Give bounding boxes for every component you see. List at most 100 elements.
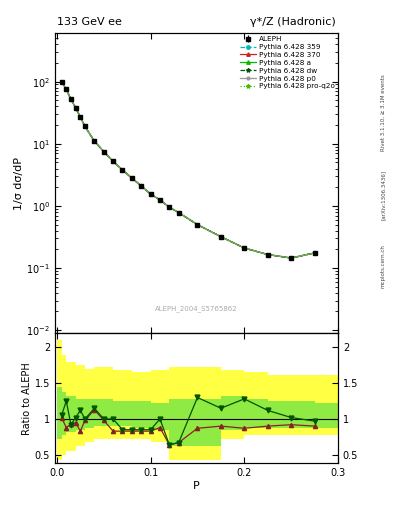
Legend: ALEPH, Pythia 6.428 359, Pythia 6.428 370, Pythia 6.428 a, Pythia 6.428 dw, Pyth: ALEPH, Pythia 6.428 359, Pythia 6.428 37… (239, 35, 336, 91)
Pythia 6.428 370 (129, 175, 134, 181)
Pythia 6.428 p0 (148, 191, 153, 197)
Pythia 6.428 359 (111, 158, 116, 164)
Pythia 6.428 pro-q2o (195, 222, 200, 228)
Pythia 6.428 p0 (289, 255, 294, 261)
Pythia 6.428 p0 (195, 222, 200, 228)
Pythia 6.428 dw (120, 167, 125, 173)
Pythia 6.428 370 (167, 204, 172, 210)
Text: γ*/Z (Hadronic): γ*/Z (Hadronic) (250, 16, 336, 27)
Pythia 6.428 pro-q2o (101, 148, 106, 155)
Pythia 6.428 pro-q2o (64, 87, 69, 93)
Pythia 6.428 359 (92, 138, 97, 144)
Pythia 6.428 370 (92, 138, 97, 144)
Pythia 6.428 dw (242, 245, 247, 251)
Pythia 6.428 370 (195, 222, 200, 228)
Pythia 6.428 pro-q2o (158, 197, 162, 203)
Pythia 6.428 dw (148, 191, 153, 197)
Pythia 6.428 dw (111, 158, 116, 164)
Pythia 6.428 370 (148, 191, 153, 197)
Pythia 6.428 dw (167, 204, 172, 210)
Pythia 6.428 370 (64, 87, 69, 93)
Pythia 6.428 370 (139, 183, 143, 189)
Pythia 6.428 359 (195, 222, 200, 228)
Pythia 6.428 370 (289, 255, 294, 261)
Pythia 6.428 a (83, 123, 87, 130)
Pythia 6.428 dw (312, 250, 317, 256)
Pythia 6.428 pro-q2o (265, 251, 270, 258)
Line: Pythia 6.428 p0: Pythia 6.428 p0 (60, 80, 316, 260)
Pythia 6.428 370 (120, 167, 125, 173)
Pythia 6.428 359 (148, 191, 153, 197)
Pythia 6.428 p0 (101, 148, 106, 155)
Pythia 6.428 370 (73, 104, 78, 111)
Pythia 6.428 p0 (78, 114, 83, 120)
Pythia 6.428 359 (289, 255, 294, 261)
Pythia 6.428 a (219, 233, 223, 240)
Pythia 6.428 pro-q2o (176, 209, 181, 216)
Pythia 6.428 359 (83, 123, 87, 130)
Pythia 6.428 dw (195, 222, 200, 228)
Pythia 6.428 pro-q2o (289, 255, 294, 261)
Pythia 6.428 dw (78, 114, 83, 120)
Pythia 6.428 a (101, 148, 106, 155)
Y-axis label: Ratio to ALEPH: Ratio to ALEPH (22, 362, 32, 435)
Pythia 6.428 p0 (59, 78, 64, 84)
Pythia 6.428 pro-q2o (111, 158, 116, 164)
Pythia 6.428 pro-q2o (219, 233, 223, 240)
Pythia 6.428 p0 (312, 250, 317, 256)
Pythia 6.428 a (73, 104, 78, 111)
Pythia 6.428 a (289, 255, 294, 261)
Pythia 6.428 dw (92, 138, 97, 144)
Pythia 6.428 p0 (120, 167, 125, 173)
Pythia 6.428 370 (265, 251, 270, 258)
Pythia 6.428 pro-q2o (167, 204, 172, 210)
Pythia 6.428 370 (312, 250, 317, 256)
Pythia 6.428 dw (59, 78, 64, 84)
Pythia 6.428 p0 (83, 123, 87, 130)
Pythia 6.428 a (78, 114, 83, 120)
Pythia 6.428 p0 (242, 245, 247, 251)
Pythia 6.428 359 (120, 167, 125, 173)
Pythia 6.428 a (167, 204, 172, 210)
Pythia 6.428 359 (69, 96, 73, 102)
Pythia 6.428 370 (78, 114, 83, 120)
Pythia 6.428 a (195, 222, 200, 228)
Pythia 6.428 dw (73, 104, 78, 111)
Pythia 6.428 a (265, 251, 270, 258)
Pythia 6.428 a (120, 167, 125, 173)
Pythia 6.428 dw (176, 209, 181, 216)
Pythia 6.428 dw (69, 96, 73, 102)
Y-axis label: 1/σ dσ/dP: 1/σ dσ/dP (13, 157, 24, 209)
Pythia 6.428 dw (64, 87, 69, 93)
Pythia 6.428 dw (83, 123, 87, 130)
Pythia 6.428 359 (167, 204, 172, 210)
Pythia 6.428 a (176, 209, 181, 216)
Pythia 6.428 a (312, 250, 317, 256)
Pythia 6.428 a (111, 158, 116, 164)
Pythia 6.428 370 (176, 209, 181, 216)
Pythia 6.428 359 (139, 183, 143, 189)
Pythia 6.428 359 (78, 114, 83, 120)
Pythia 6.428 pro-q2o (148, 191, 153, 197)
Pythia 6.428 359 (219, 233, 223, 240)
Pythia 6.428 p0 (265, 251, 270, 258)
Pythia 6.428 dw (158, 197, 162, 203)
Pythia 6.428 pro-q2o (83, 123, 87, 130)
Pythia 6.428 370 (59, 78, 64, 84)
Pythia 6.428 p0 (167, 204, 172, 210)
Pythia 6.428 p0 (69, 96, 73, 102)
Pythia 6.428 a (64, 87, 69, 93)
Pythia 6.428 370 (69, 96, 73, 102)
Pythia 6.428 dw (265, 251, 270, 258)
Pythia 6.428 359 (312, 250, 317, 256)
Pythia 6.428 359 (101, 148, 106, 155)
Line: Pythia 6.428 359: Pythia 6.428 359 (60, 80, 316, 260)
Pythia 6.428 p0 (158, 197, 162, 203)
Pythia 6.428 p0 (64, 87, 69, 93)
Pythia 6.428 p0 (176, 209, 181, 216)
Pythia 6.428 370 (83, 123, 87, 130)
Pythia 6.428 a (139, 183, 143, 189)
Pythia 6.428 370 (219, 233, 223, 240)
Text: Rivet 3.1.10, ≥ 3.1M events: Rivet 3.1.10, ≥ 3.1M events (381, 74, 386, 151)
Line: Pythia 6.428 dw: Pythia 6.428 dw (59, 79, 317, 260)
